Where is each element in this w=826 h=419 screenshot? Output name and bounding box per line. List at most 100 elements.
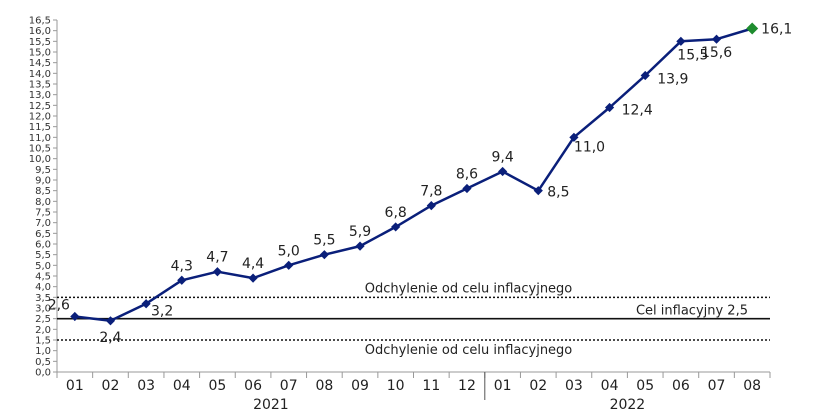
y-tick-label: 13,0 [29,90,51,101]
y-tick-label: 8,5 [35,186,51,197]
x-tick-label: 06 [244,378,262,394]
data-label: 5,5 [313,233,335,249]
data-label: 5,9 [349,224,371,240]
x-tick-label: 11 [422,378,440,394]
data-point-marker [391,222,401,232]
y-tick-label: 9,5 [35,165,51,176]
series-markers [70,22,759,326]
data-point-marker [640,70,650,81]
data-point-marker [177,275,187,285]
data-point-marker [141,299,151,309]
data-label: 5,0 [278,243,300,259]
data-label: 15,5 [677,47,708,63]
y-tick-label: 3,5 [35,293,51,304]
data-point-marker [676,36,686,46]
y-tick-label: 11,0 [29,133,51,144]
series-polyline [74,27,753,323]
x-tick-label: 03 [565,378,583,394]
y-tick-label: 1,5 [35,336,51,347]
y-tick-label: 2,0 [35,325,51,336]
data-label: 13,9 [657,71,688,87]
data-label: 9,4 [491,149,513,165]
year-label: 2021 [253,397,289,413]
y-tick-label: 12,0 [29,112,51,123]
x-tick-label: 04 [601,378,619,394]
y-tick-label: 4,5 [35,272,51,283]
x-tick-label: 12 [458,378,476,394]
data-label: 6,8 [385,205,407,221]
y-tick-label: 16,0 [29,26,51,37]
y-tick-label: 1,0 [35,346,51,357]
series-line [74,27,753,323]
x-tick-label: 05 [209,378,227,394]
data-point-marker [355,241,365,251]
y-tick-label: 4,0 [35,282,51,293]
y-tick-label: 10,0 [29,154,51,165]
x-tick-label: 07 [708,378,726,394]
year-label: 2022 [610,397,646,413]
data-label: 4,7 [206,250,228,266]
y-tick-label: 9,0 [35,176,51,187]
data-point-marker [319,250,329,260]
data-label: 4,4 [242,256,264,272]
y-tick-label: 0,0 [35,368,51,379]
y-tick-label: 13,5 [29,80,51,91]
x-tick-label: 04 [173,378,191,394]
data-point-marker [70,311,80,322]
y-tick-label: 5,0 [35,261,51,272]
y-tick-label: 6,5 [35,229,51,240]
x-tick-label: 02 [102,378,120,394]
data-point-marker-last [746,22,759,35]
y-tick-label: 7,0 [35,218,51,229]
reference-line-label: Odchylenie od celu inflacyjnego [365,343,573,358]
data-point-marker [105,316,116,326]
data-label: 8,6 [456,167,478,183]
data-point-marker [248,273,258,283]
data-label: 16,1 [761,22,792,38]
y-tick-label: 15,5 [29,37,51,48]
data-point-marker [533,186,543,196]
data-point-marker [711,34,722,44]
y-tick-label: 11,5 [29,122,51,133]
x-tick-label: 10 [387,378,405,394]
data-point-marker [426,201,436,211]
y-tick-label: 14,0 [29,69,51,80]
reference-line-label: Odchylenie od celu inflacyjnego [365,281,573,296]
y-tick-label: 8,0 [35,197,51,208]
x-tick-label: 08 [315,378,333,394]
y-tick-label: 3,0 [35,304,51,315]
reference-lines: Odchylenie od celu inflacyjnego Cel infla… [57,281,770,358]
data-label: 15,6 [701,45,732,61]
x-axis-ticks: 01 02 03 04 05 06 07 08 09 10 11 12 01 02 03 04 05 06 07 08 [56,372,771,394]
data-labels: 2,6 2,4 3,2 4,3 4,7 4,4 5,0 5,5 5,9 6,8 7,8 8,6 9,4 8… [48,22,793,346]
data-label: 11,0 [574,139,605,155]
data-label: 2,4 [99,330,121,346]
y-axis-ticks: 0,00,51,01,52,02,53,03,54,04,55,05,56,06… [29,16,57,379]
data-point-marker [604,102,615,113]
y-tick-label: 5,5 [35,250,51,261]
data-point-marker [462,183,472,194]
data-point-marker [569,132,579,142]
y-tick-label: 2,5 [35,314,51,325]
data-label: 12,4 [622,102,653,118]
data-label: 3,2 [151,304,173,320]
x-tick-label: 08 [743,378,761,394]
y-tick-label: 16,5 [29,16,51,27]
data-label: 8,5 [547,185,569,201]
y-tick-label: 14,5 [29,58,51,69]
data-point-marker [498,166,508,177]
data-label: 4,3 [171,258,193,274]
x-tick-label: 07 [280,378,298,394]
data-point-marker [284,260,294,270]
x-tick-label: 05 [636,378,654,394]
data-point-marker [212,267,223,277]
x-tick-label: 02 [529,378,547,394]
data-label: 7,8 [420,184,442,200]
x-tick-label: 01 [494,378,512,394]
y-tick-label: 7,5 [35,208,51,219]
x-tick-label: 03 [137,378,155,394]
y-tick-label: 6,0 [35,240,51,251]
y-tick-label: 15,0 [29,48,51,59]
x-tick-label: 09 [351,378,369,394]
